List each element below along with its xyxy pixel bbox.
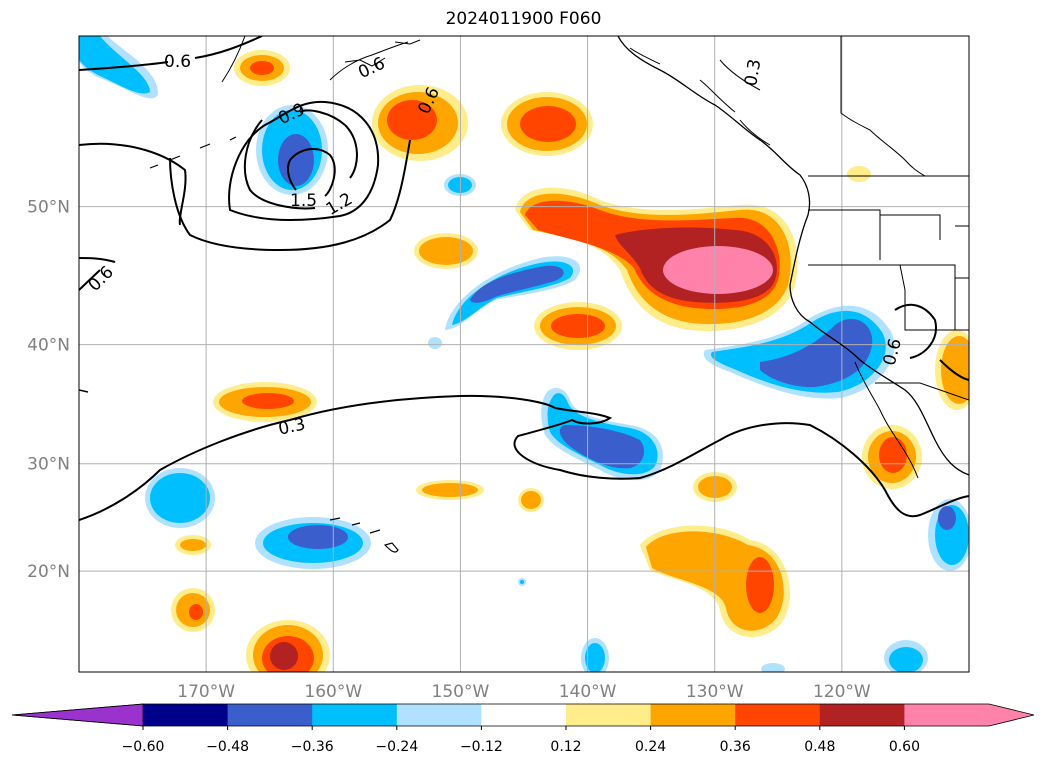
- colorbar-bin: [312, 704, 398, 726]
- colorbar-frame: [11, 703, 1035, 727]
- colorbar-label: −0.24: [375, 739, 418, 755]
- longitude-labels: 170°W 160°W 150°W 140°W 130°W 120°W: [177, 682, 871, 702]
- latitude-tick-label: 30°N: [27, 455, 70, 475]
- longitude-tick-label: 120°W: [813, 682, 871, 702]
- colorbar-bin: [819, 704, 905, 726]
- contour-label: 0.6: [85, 262, 118, 295]
- colorbar-extend-low: [11, 703, 144, 727]
- political-borders: [808, 36, 969, 401]
- longitude-tick-label: 160°W: [304, 682, 362, 702]
- map-frame: [78, 35, 970, 673]
- colorbar-bin: [904, 704, 990, 726]
- colorbar-label: −0.60: [122, 739, 165, 755]
- longitude-tick-label: 150°W: [432, 682, 490, 702]
- colorbar-bin: [650, 704, 736, 726]
- colorbar-bin: [735, 704, 821, 726]
- colorbar-label: 0.60: [889, 739, 920, 755]
- colorbar-label: 0.48: [804, 739, 835, 755]
- contour-label: 0.3: [741, 58, 765, 88]
- fill-level-0.60: [663, 246, 773, 294]
- contour-lines: [79, 36, 969, 521]
- contour-label: 0.6: [355, 53, 388, 83]
- longitude-tick-label: 170°W: [177, 682, 235, 702]
- coastlines: [79, 36, 969, 553]
- latitude-tick-label: 40°N: [27, 336, 70, 356]
- colorbar-bin: [481, 704, 567, 726]
- latitude-tick-label: 50°N: [27, 198, 70, 218]
- colorbar: −0.60 −0.48 −0.36 −0.24 −0.12 0.12 0.24 0.36 0.4…: [11, 703, 1035, 755]
- longitude-tick-label: 130°W: [686, 682, 744, 702]
- colorbar-label: −0.48: [206, 739, 249, 755]
- contour-label: 0.6: [164, 52, 191, 72]
- latitude-tick-label: 20°N: [27, 562, 70, 582]
- colorbar-label: 0.12: [550, 739, 581, 755]
- map-title: 2024011900 F060: [445, 9, 602, 29]
- colorbar-label: 0.36: [720, 739, 751, 755]
- latitude-labels: 20°N 30°N 40°N 50°N: [27, 198, 70, 583]
- colorbar-bin: [143, 704, 229, 726]
- contour-label: 0.3: [277, 414, 308, 439]
- colorbar-label: −0.12: [460, 739, 503, 755]
- contour-label: 1.5: [290, 191, 317, 211]
- colorbar-label: 0.24: [635, 739, 666, 755]
- anomaly-fills: [79, 36, 969, 672]
- colorbar-extend-high: [989, 704, 1034, 726]
- colorbar-bin: [566, 704, 652, 726]
- colorbar-label: −0.36: [291, 739, 334, 755]
- longitude-tick-label: 140°W: [559, 682, 617, 702]
- colorbar-bin: [396, 704, 482, 726]
- graticule: [79, 36, 969, 672]
- fill-level-neg0.36: [278, 134, 956, 549]
- colorbar-bin: [227, 704, 313, 726]
